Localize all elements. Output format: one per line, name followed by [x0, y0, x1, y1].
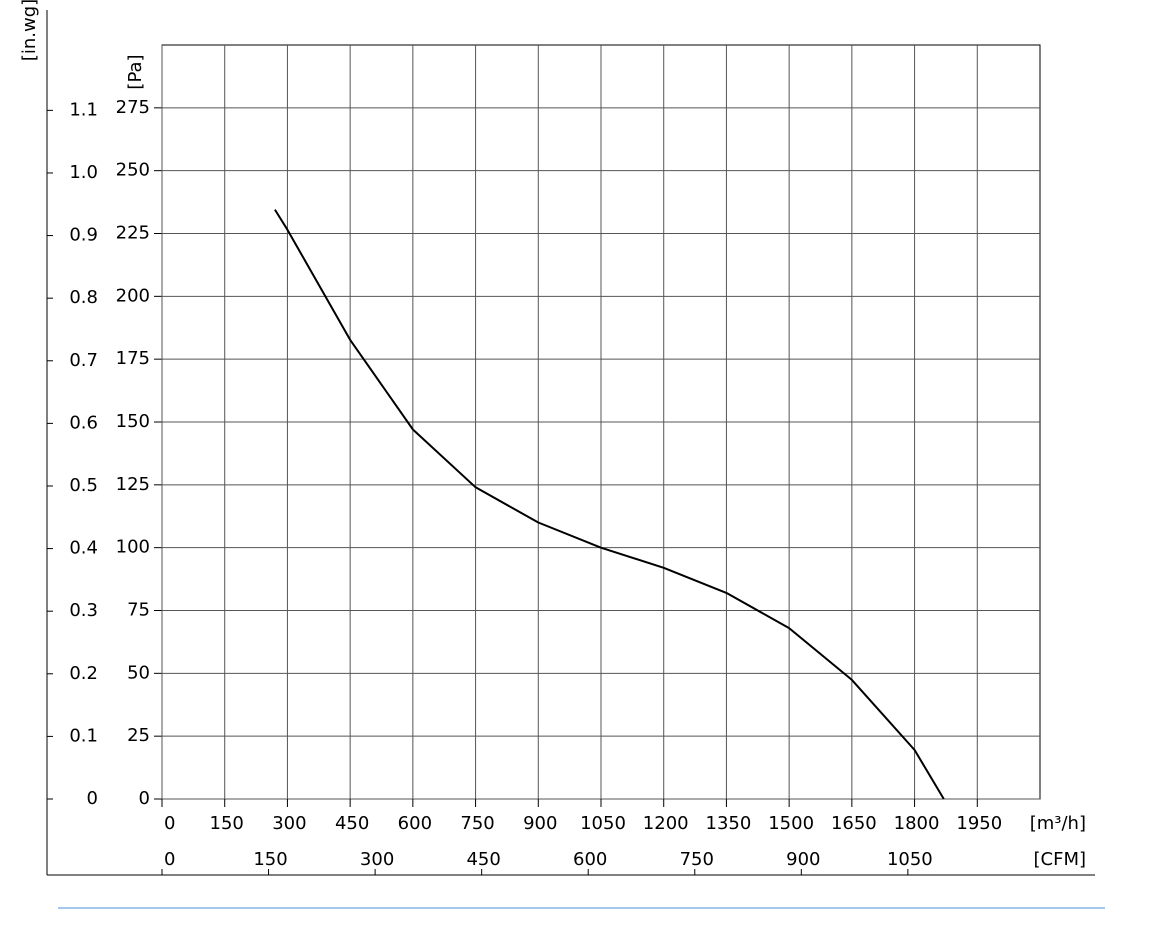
y-tick-label: 100	[116, 537, 150, 558]
y-tick-label: 275	[116, 97, 150, 118]
x-tick-label: 0	[164, 813, 175, 834]
y-tick-label: 175	[116, 348, 150, 369]
x2-tick-label: 750	[680, 849, 714, 870]
y2-axis-label: [in.wg]	[19, 0, 40, 61]
x2-axis-label: [CFM]	[1034, 849, 1087, 870]
y2-tick-label: 0.4	[69, 538, 98, 559]
x2-tick-label: 1050	[887, 849, 933, 870]
x-tick-label: 150	[210, 813, 244, 834]
y-tick-label: 125	[116, 474, 150, 495]
x-axis-label: [m³/h]	[1030, 813, 1086, 834]
x-tick-label: 1650	[831, 813, 877, 834]
x-tick-label: 1350	[706, 813, 752, 834]
curve	[274, 209, 945, 800]
x-tick-label: 1800	[894, 813, 940, 834]
y-tick-label: 0	[139, 788, 150, 809]
x2-tick-label: 600	[573, 849, 607, 870]
y-tick-label: 225	[116, 223, 150, 244]
y2-tick-label: 0.8	[69, 287, 98, 308]
x-tick-label: 450	[335, 813, 369, 834]
x-tick-label: 300	[272, 813, 306, 834]
x-tick-label: 1950	[956, 813, 1002, 834]
y2-tick-label: 0.7	[69, 350, 98, 371]
y-tick-label: 50	[127, 662, 150, 683]
x2-tick-label: 450	[466, 849, 500, 870]
y2-tick-label: 0	[87, 788, 98, 809]
x-tick-label: 1050	[580, 813, 626, 834]
x2-tick-label: 150	[253, 849, 287, 870]
x-tick-label: 900	[523, 813, 557, 834]
x-tick-label: 1500	[768, 813, 814, 834]
y2-tick-label: 0.3	[69, 600, 98, 621]
x2-tick-label: 900	[786, 849, 820, 870]
y-tick-label: 200	[116, 285, 150, 306]
y2-tick-label: 0.5	[69, 475, 98, 496]
y2-tick-label: 1.0	[69, 162, 98, 183]
y-tick-label: 150	[116, 411, 150, 432]
x2-tick-label: 0	[164, 849, 175, 870]
x-tick-label: 750	[460, 813, 494, 834]
y-tick-label: 250	[116, 160, 150, 181]
y-tick-label: 75	[127, 600, 150, 621]
y2-tick-label: 1.1	[69, 99, 98, 120]
y2-tick-label: 0.6	[69, 412, 98, 433]
y2-tick-label: 0.2	[69, 663, 98, 684]
y-axis-label: [Pa]	[125, 54, 146, 89]
y-tick-label: 25	[127, 725, 150, 746]
y2-tick-label: 0.1	[69, 725, 98, 746]
x-tick-label: 600	[398, 813, 432, 834]
y2-tick-label: 0.9	[69, 225, 98, 246]
x2-tick-label: 300	[360, 849, 394, 870]
x-tick-label: 1200	[643, 813, 689, 834]
